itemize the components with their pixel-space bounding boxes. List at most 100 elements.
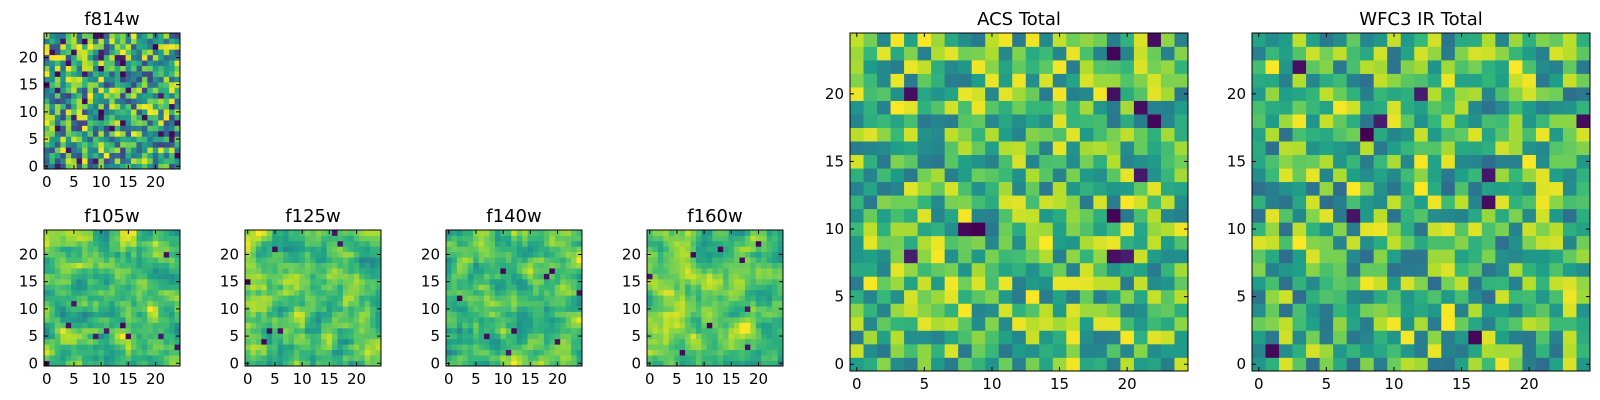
heatmap-cell: [1373, 303, 1388, 318]
heatmap-cell: [353, 273, 360, 280]
heatmap-cell: [1133, 60, 1148, 74]
heatmap-cell: [1066, 343, 1081, 358]
heatmap-cell: [1535, 330, 1550, 345]
heatmap-cell: [1012, 330, 1027, 345]
heatmap-cell: [467, 327, 474, 334]
heatmap-cell: [163, 360, 170, 367]
heatmap-cell: [131, 322, 137, 329]
heatmap-cell: [152, 257, 159, 263]
heatmap-cell: [527, 327, 534, 334]
heatmap-cell: [266, 273, 273, 280]
heatmap-cell: [728, 235, 735, 242]
heatmap-cell: [174, 152, 181, 159]
heatmap-cell: [1012, 127, 1027, 142]
heatmap-cell: [1481, 73, 1496, 88]
heatmap-cell: [456, 311, 463, 318]
heatmap-cell: [456, 327, 463, 334]
heatmap-cell: [1066, 276, 1081, 291]
heatmap-cell: [283, 262, 289, 269]
heatmap-cell: [60, 289, 67, 296]
heatmap-cell: [141, 152, 148, 159]
heatmap-cell: [1147, 289, 1162, 304]
heatmap-cell: [136, 273, 143, 280]
heatmap-cell: [777, 317, 784, 323]
heatmap-cell: [120, 311, 126, 318]
heatmap-cell: [98, 98, 105, 105]
heatmap-cell: [60, 125, 67, 132]
heatmap-cell: [359, 295, 366, 302]
heatmap-cell: [152, 103, 159, 110]
heatmap-cell: [473, 306, 479, 312]
heatmap-cell: [863, 208, 878, 223]
heatmap-cell: [255, 327, 262, 334]
heatmap-cell: [863, 276, 878, 291]
heatmap-cell: [533, 240, 539, 247]
heatmap-cell: [489, 278, 496, 285]
heatmap-cell: [1160, 127, 1175, 142]
heatmap-cell: [467, 235, 474, 242]
heatmap-cell: [60, 65, 67, 72]
heatmap-cell: [261, 262, 268, 269]
heatmap-cell: [315, 300, 322, 307]
heatmap-cell: [114, 38, 121, 45]
heatmap-cell: [652, 360, 659, 367]
heatmap-cell: [147, 43, 154, 50]
heatmap-cell: [446, 273, 452, 280]
y-tick-label: 20: [421, 245, 440, 263]
heatmap-cell: [668, 300, 675, 307]
heatmap-cell: [1508, 73, 1523, 88]
heatmap-cell: [734, 317, 740, 323]
heatmap-cell: [169, 295, 175, 302]
heatmap-cell: [1522, 249, 1537, 264]
heatmap-cell: [283, 295, 289, 302]
heatmap-cell: [734, 349, 740, 356]
heatmap-cell: [931, 141, 945, 156]
heatmap-cell: [489, 306, 496, 312]
heatmap-cell: [1292, 141, 1307, 156]
heatmap-cell: [931, 316, 945, 331]
heatmap-cell: [147, 147, 154, 154]
heatmap-cell: [293, 240, 300, 247]
heatmap-cell: [245, 327, 251, 334]
heatmap-cell: [82, 60, 88, 66]
heatmap-cell: [576, 240, 583, 247]
heatmap-cell: [1549, 316, 1564, 331]
heatmap-cell: [136, 240, 143, 247]
heatmap-cell: [489, 268, 496, 274]
heatmap-cell: [522, 355, 528, 361]
heatmap-cell: [516, 230, 523, 236]
heatmap-cell: [701, 300, 708, 307]
heatmap-cell: [49, 240, 56, 247]
heatmap-cell: [1562, 316, 1577, 331]
y-tick-label: 20: [19, 245, 38, 263]
heatmap-cell: [1306, 168, 1320, 183]
heatmap-cell: [571, 311, 577, 318]
heatmap-cell: [1160, 357, 1175, 372]
heatmap-cell: [1160, 195, 1175, 210]
heatmap-cell: [1346, 33, 1361, 47]
heatmap-cell: [92, 152, 99, 159]
heatmap-cell: [293, 251, 300, 258]
heatmap-cell: [87, 147, 94, 154]
heatmap-cell: [772, 268, 778, 274]
heatmap-cell: [65, 289, 72, 296]
heatmap-cell: [766, 322, 773, 329]
heatmap-cell: [744, 327, 751, 334]
heatmap-cell: [917, 330, 932, 345]
heatmap-cell: [109, 246, 116, 253]
heatmap-cell: [685, 278, 691, 285]
heatmap-cell: [473, 327, 479, 334]
heatmap-cell: [695, 230, 702, 236]
heatmap-cell: [1319, 168, 1334, 183]
heatmap-cell: [917, 222, 932, 237]
heatmap-cell: [850, 46, 864, 61]
heatmap-cell: [65, 355, 72, 361]
heatmap-cell: [375, 235, 382, 242]
heatmap-cell: [1495, 357, 1510, 372]
heatmap-cell: [1252, 235, 1266, 250]
heatmap-cell: [663, 349, 670, 356]
heatmap-cell: [82, 87, 88, 94]
heatmap-cell: [723, 355, 729, 361]
heatmap-cell: [141, 295, 148, 302]
heatmap-cell: [695, 311, 702, 318]
